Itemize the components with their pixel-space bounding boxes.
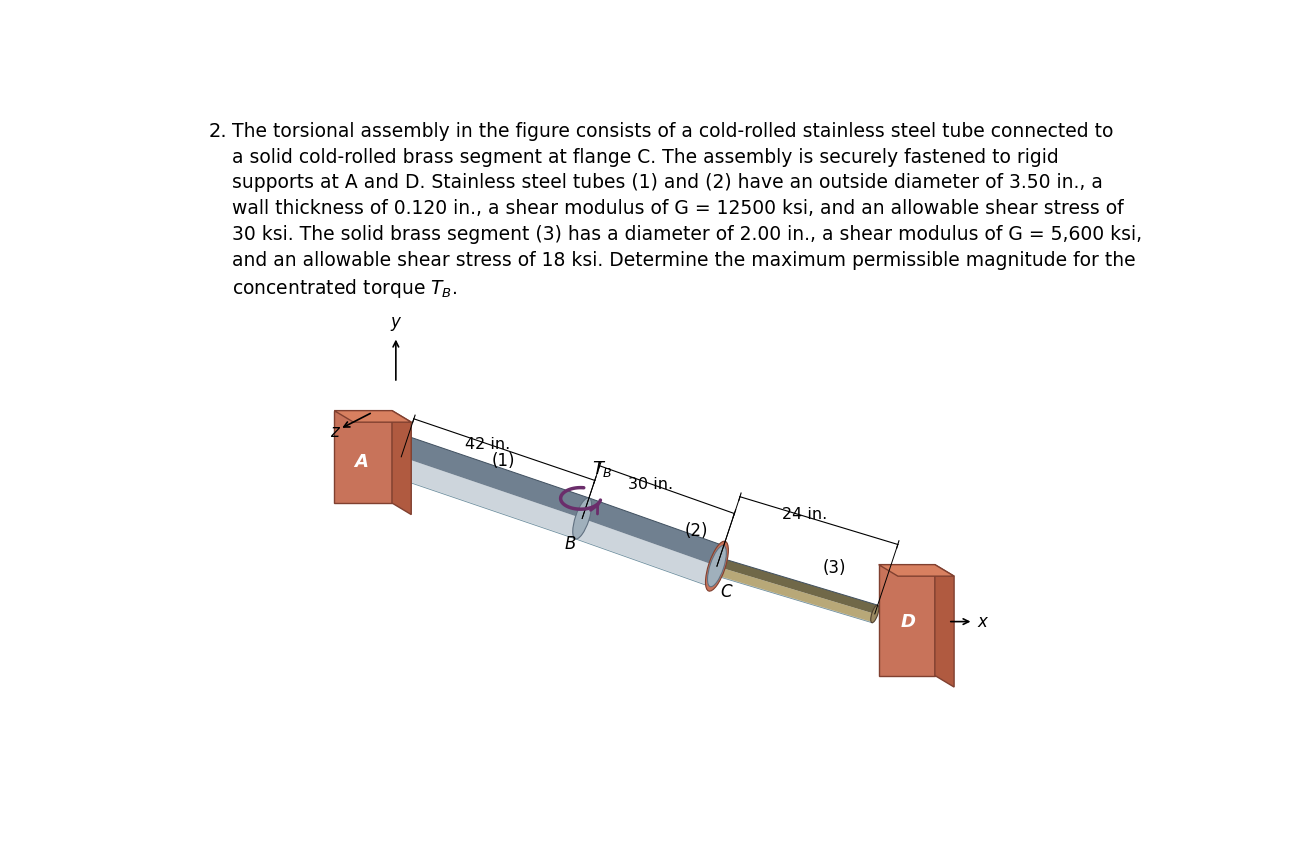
Polygon shape [934,564,954,687]
Text: D: D [900,613,915,630]
Polygon shape [582,498,724,566]
Text: z: z [330,424,338,441]
Polygon shape [394,457,582,539]
Polygon shape [392,411,411,515]
Text: 2.: 2. [209,122,227,141]
Polygon shape [878,564,934,675]
Ellipse shape [707,546,727,587]
Text: B: B [565,536,576,554]
Polygon shape [334,411,411,422]
Polygon shape [716,567,874,622]
Text: $T_B$: $T_B$ [592,459,613,479]
Text: (1): (1) [492,451,515,470]
Text: A: A [354,453,368,471]
Ellipse shape [392,437,411,477]
Ellipse shape [706,541,728,591]
Text: y: y [392,312,401,331]
Ellipse shape [573,498,591,539]
Text: The torsional assembly in the figure consists of a cold-rolled stainless steel t: The torsional assembly in the figure con… [232,122,1142,300]
Text: (2): (2) [684,522,707,540]
Polygon shape [401,437,589,518]
Text: 30 in.: 30 in. [628,477,672,492]
Text: 42 in.: 42 in. [465,437,510,452]
Polygon shape [719,558,877,614]
Text: x: x [977,613,987,630]
Text: (3): (3) [823,560,847,577]
Polygon shape [576,518,716,587]
Polygon shape [334,411,391,503]
Polygon shape [878,564,954,576]
Ellipse shape [870,605,878,622]
Text: 24 in.: 24 in. [783,507,827,522]
Text: C: C [720,583,732,602]
